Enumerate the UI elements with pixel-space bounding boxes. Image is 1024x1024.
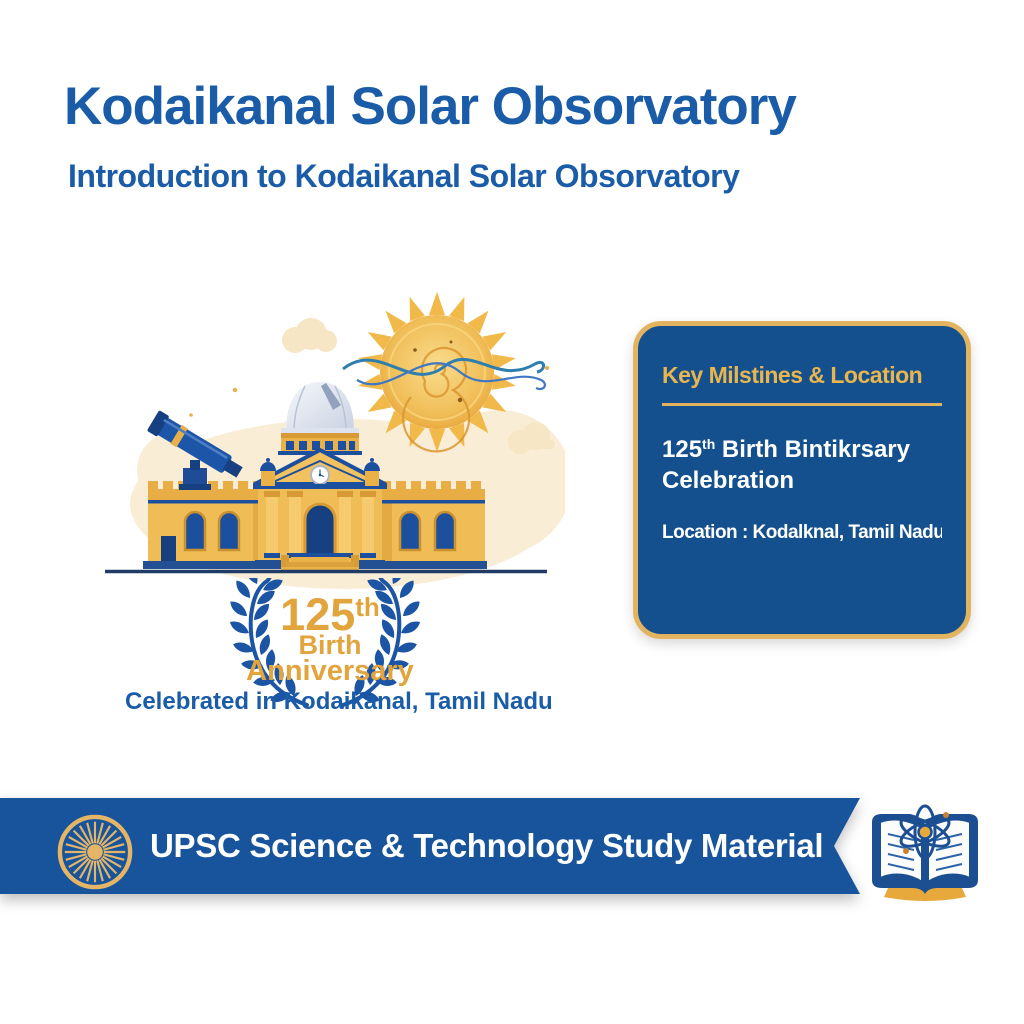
footer-banner-ribbon: UPSC Science & Technology Study Material xyxy=(0,798,860,894)
gold-divider xyxy=(662,403,942,406)
sun-swirl-icon xyxy=(342,292,546,453)
anniversary-number: 125th xyxy=(195,592,465,637)
left-wing xyxy=(143,481,270,569)
milestone-line1: Birth Bintikrsary xyxy=(715,436,910,463)
milestone-ordinal: th xyxy=(702,436,716,452)
anniversary-ordinal: th xyxy=(355,592,380,622)
anniversary-line1: Birth xyxy=(298,630,362,660)
central-block xyxy=(253,382,387,571)
anniversary-number-value: 125 xyxy=(280,589,356,640)
telescope-icon xyxy=(147,410,243,490)
laurel-wreath-icon xyxy=(227,578,455,707)
footer-banner: UPSC Science & Technology Study Material xyxy=(0,798,860,894)
anniversary-caption: Celebrated in Kodaikanal, Tamil Nadu xyxy=(125,688,553,715)
info-card: Key Milstines & Location 125th Birth Bin… xyxy=(633,321,971,639)
footer-banner-text: UPSC Science & Technology Study Material xyxy=(150,827,824,864)
open-book-atom-icon xyxy=(872,804,978,901)
ashoka-chakra-icon xyxy=(56,813,134,891)
milestone-number: 125 xyxy=(662,436,703,463)
anniversary-line2: Anniversary xyxy=(246,655,414,687)
milestone-line2: Celebration xyxy=(662,467,795,495)
info-card-heading: Key Milstines & Location xyxy=(662,362,923,388)
observatory-building-icon xyxy=(105,292,565,589)
right-wing xyxy=(378,481,487,569)
page-title: Kodaikanal Solar Obsorvatory xyxy=(64,77,797,136)
milestone-text: 125th Birth Bintikrsary Celebration xyxy=(662,434,942,496)
location-text: Location : Kodalknal, Tamil Nadu xyxy=(662,522,942,544)
page-subtitle: Introduction to Kodaikanal Solar Obsorva… xyxy=(68,158,740,194)
